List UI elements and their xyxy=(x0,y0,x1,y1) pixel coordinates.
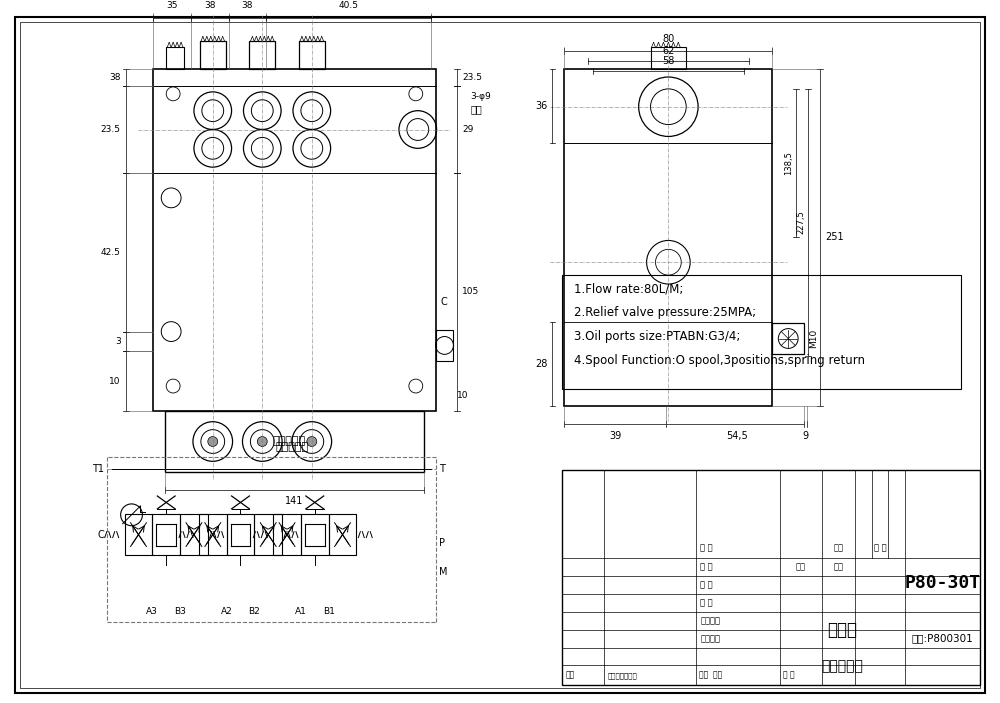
Text: 2.Relief valve pressure:25MPA;: 2.Relief valve pressure:25MPA; xyxy=(574,307,756,319)
Text: 35: 35 xyxy=(166,1,178,10)
Text: 80: 80 xyxy=(662,34,675,44)
Circle shape xyxy=(307,437,317,446)
Text: 工人  日期: 工人 日期 xyxy=(699,671,722,680)
Text: 规范: 规范 xyxy=(796,563,806,572)
Text: 校 对: 校 对 xyxy=(700,598,713,607)
Text: 251: 251 xyxy=(825,233,844,243)
Text: 54,5: 54,5 xyxy=(726,431,748,441)
Text: 23.5: 23.5 xyxy=(101,125,121,134)
Bar xyxy=(254,514,282,555)
Text: B3: B3 xyxy=(174,607,186,617)
Bar xyxy=(165,411,424,472)
Bar xyxy=(166,47,184,69)
Text: 设 计: 设 计 xyxy=(700,543,713,552)
Bar xyxy=(329,514,356,555)
Text: 3.Oil ports size:PTABN:G3/4;: 3.Oil ports size:PTABN:G3/4; xyxy=(574,330,741,343)
Bar xyxy=(199,514,227,555)
Text: 9: 9 xyxy=(803,431,809,441)
Text: 58: 58 xyxy=(662,56,675,66)
Text: C: C xyxy=(97,529,104,540)
Circle shape xyxy=(257,437,267,446)
Text: M10: M10 xyxy=(809,329,818,348)
Bar xyxy=(562,275,961,389)
Text: 描 图: 描 图 xyxy=(700,581,713,590)
Text: 29: 29 xyxy=(462,125,474,134)
Circle shape xyxy=(208,437,218,446)
Text: 质量: 质量 xyxy=(833,543,843,552)
Text: B2: B2 xyxy=(248,607,260,617)
Text: 材质: 材质 xyxy=(565,671,575,680)
Bar xyxy=(273,514,301,555)
Bar xyxy=(125,514,152,555)
Text: C: C xyxy=(441,297,447,307)
Text: A2: A2 xyxy=(221,607,233,617)
Text: B1: B1 xyxy=(323,607,335,617)
Text: 外型尺寸图: 外型尺寸图 xyxy=(822,659,863,673)
Text: A1: A1 xyxy=(295,607,307,617)
Text: 38: 38 xyxy=(204,1,216,10)
Bar xyxy=(249,41,275,69)
Text: 23.5: 23.5 xyxy=(462,73,482,82)
Bar xyxy=(651,47,686,69)
Text: 105: 105 xyxy=(462,288,480,297)
Text: 10: 10 xyxy=(457,392,469,401)
Bar xyxy=(180,514,208,555)
Text: 更改内容和依据: 更改内容和依据 xyxy=(607,672,637,678)
Text: 10: 10 xyxy=(109,377,121,385)
Text: 1.Flow rate:80L/M;: 1.Flow rate:80L/M; xyxy=(574,283,684,295)
Bar xyxy=(564,69,772,406)
Text: 138,5: 138,5 xyxy=(784,151,793,175)
Text: 36: 36 xyxy=(535,101,548,111)
Text: 液压原理图: 液压原理图 xyxy=(275,442,309,453)
Text: A3: A3 xyxy=(146,607,158,617)
Bar xyxy=(562,470,980,685)
Bar xyxy=(200,41,226,69)
Text: 比 例: 比 例 xyxy=(874,543,886,552)
Text: 编号:P800301: 编号:P800301 xyxy=(912,633,974,644)
Bar xyxy=(227,514,254,555)
Text: 28: 28 xyxy=(535,359,548,369)
Text: 227,5: 227,5 xyxy=(796,211,805,235)
Text: 标准化审: 标准化审 xyxy=(700,634,720,643)
Text: 备 注: 备 注 xyxy=(783,671,794,680)
Text: P: P xyxy=(439,538,445,548)
Text: 42.5: 42.5 xyxy=(101,248,121,257)
Text: 38: 38 xyxy=(109,73,121,82)
Text: 38: 38 xyxy=(242,1,253,10)
Text: T: T xyxy=(439,464,444,475)
Text: 39: 39 xyxy=(609,431,621,441)
Text: 工艰标准: 工艰标准 xyxy=(700,617,720,625)
Bar xyxy=(299,41,325,69)
Text: 制 图: 制 图 xyxy=(700,563,713,572)
Bar xyxy=(772,323,804,354)
Bar xyxy=(436,330,453,361)
Text: 3: 3 xyxy=(115,337,121,346)
Text: 进孔: 进孔 xyxy=(470,104,482,114)
Text: M: M xyxy=(439,567,447,577)
Text: 防务: 防务 xyxy=(833,563,843,572)
Text: 62: 62 xyxy=(662,46,675,56)
Text: 40.5: 40.5 xyxy=(338,1,358,10)
Text: P80-30T: P80-30T xyxy=(905,574,981,592)
Text: 液压原理图: 液压原理图 xyxy=(272,436,306,446)
Text: 4.Spool Function:O spool,3positions,spring return: 4.Spool Function:O spool,3positions,spri… xyxy=(574,354,865,367)
Text: 3-φ9: 3-φ9 xyxy=(470,92,491,101)
Bar xyxy=(301,514,329,555)
Bar xyxy=(152,514,180,555)
Text: 多路阀: 多路阀 xyxy=(827,621,857,639)
Text: 141: 141 xyxy=(285,496,304,506)
Bar xyxy=(153,69,436,411)
Text: T1: T1 xyxy=(92,464,104,475)
